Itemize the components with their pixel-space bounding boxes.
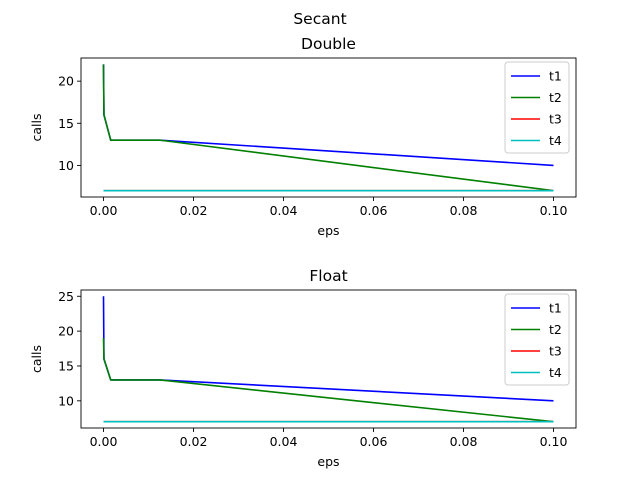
legend-label-t1: t1 (549, 69, 562, 84)
plot-area-frame (80, 57, 577, 198)
legend: t1 t2 t3 t4 (504, 293, 570, 386)
series-line-t2 (102, 338, 554, 423)
y-tick-label: 15 (58, 116, 74, 131)
chart-title: Double (301, 35, 356, 53)
y-tick-label: 15 (58, 358, 74, 373)
x-tick-label: 0.10 (540, 203, 568, 218)
x-tick-label: 0.06 (360, 434, 388, 449)
legend-label-t1: t1 (549, 301, 562, 316)
legend-label-t2: t2 (549, 90, 562, 105)
x-tick-label: 0.02 (180, 434, 208, 449)
x-tick-label: 0.06 (360, 203, 388, 218)
legend: t1 t2 t3 t4 (504, 61, 570, 154)
y-axis-label: calls (29, 345, 44, 373)
x-tick-label: 0.08 (450, 203, 478, 218)
subplot-double: Double 0.00 0.02 0.04 0.06 0.08 0.10 10 15 20 eps c… (29, 35, 577, 238)
y-tick-label: 20 (58, 74, 74, 89)
x-axis-label: eps (317, 454, 339, 469)
legend-box (504, 293, 570, 386)
x-tick-label: 0.00 (90, 434, 118, 449)
x-tick-label: 0.02 (180, 203, 208, 218)
plot-area-frame (80, 289, 577, 429)
chart-title: Float (309, 267, 347, 285)
figure-suptitle: Secant (293, 10, 346, 28)
y-tick-label: 10 (58, 158, 74, 173)
legend-label-t3: t3 (549, 344, 562, 359)
legend-box (504, 61, 570, 154)
legend-label-t4: t4 (549, 133, 562, 148)
x-tick-label: 0.00 (90, 203, 118, 218)
legend-label-t3: t3 (549, 112, 562, 127)
y-axis-label: calls (29, 114, 44, 142)
y-tick-label: 10 (58, 393, 74, 408)
legend-label-t4: t4 (549, 365, 562, 380)
x-tick-label: 0.04 (270, 434, 298, 449)
x-tick-label: 0.10 (540, 434, 568, 449)
subplot-float: Float 0.00 0.02 0.04 0.06 0.08 0.10 10 15 20 25 eps… (29, 267, 577, 469)
legend-label-t2: t2 (549, 322, 562, 337)
y-tick-label: 20 (58, 324, 74, 339)
series-line-t2 (102, 64, 554, 192)
x-axis-label: eps (317, 223, 339, 238)
x-tick-label: 0.08 (450, 434, 478, 449)
x-tick-label: 0.04 (270, 203, 298, 218)
y-tick-label: 25 (58, 289, 74, 304)
